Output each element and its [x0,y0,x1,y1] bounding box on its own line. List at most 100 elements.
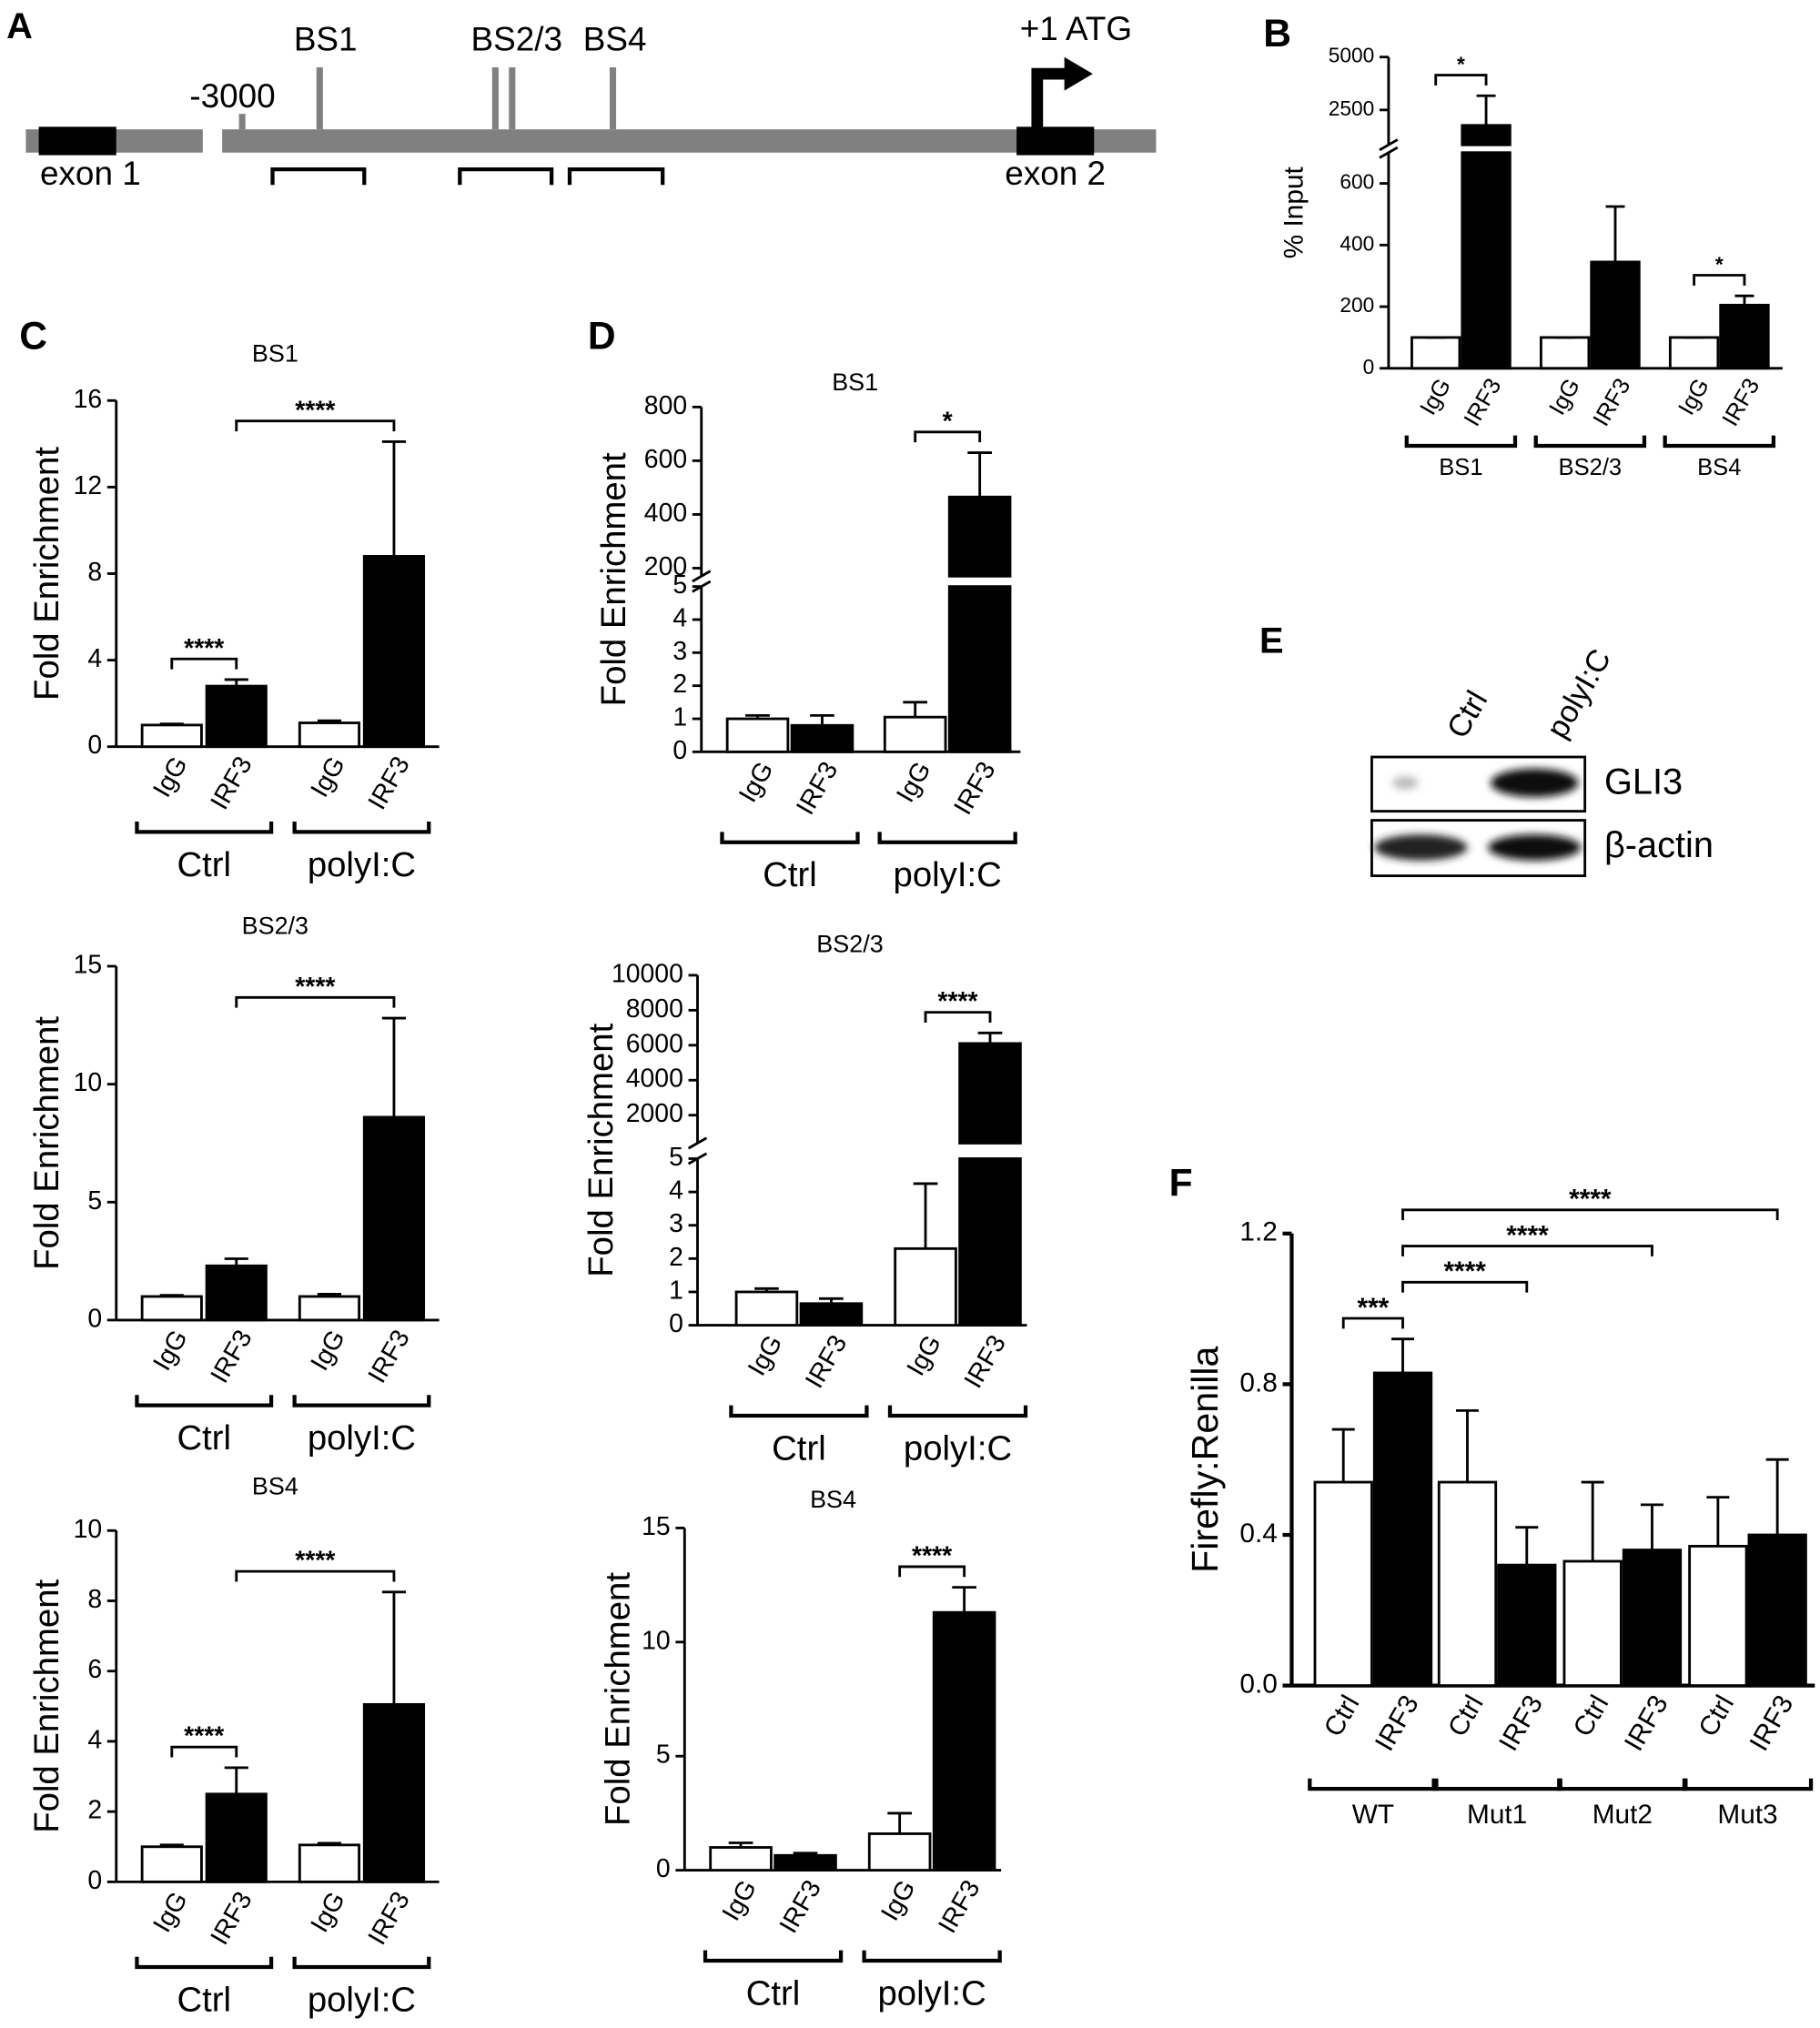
error-bar [1734,294,1754,306]
y-axis-title: Fold Enrichment [27,1579,66,1833]
y-tick-label: 2 [672,670,687,699]
bar [1622,1549,1683,1688]
y-tick-label: 200 [644,552,687,581]
error-bar [1765,1458,1789,1536]
error-bar [1706,1496,1730,1547]
x-tick-label: IRF3 [958,1330,1011,1393]
x-tick-label: IRF3 [1370,1690,1425,1756]
bar [774,1853,837,1872]
y-tick-label: 200 [1340,293,1374,317]
bar [790,723,854,753]
group-label: BS1 [1439,455,1482,480]
bar [1562,1559,1623,1688]
start-label: +1 ATG [1020,10,1132,47]
bar [298,1295,361,1322]
x-tick-label: Ctrl [1568,1690,1615,1742]
exon-block [1016,126,1095,156]
group-bracket [703,1950,844,1963]
panel-e: E Ctrl polyI:C GLI3 β-actin [1259,621,1714,878]
group-bracket [1682,1778,1814,1791]
y-tick-label: 2500 [1329,96,1375,120]
error-bar [810,713,834,726]
y-tick-label: 16 [74,385,103,414]
x-tick-label: IgG [891,757,937,808]
bar [883,715,947,753]
significance-bracket [924,1011,992,1023]
significance-label: * [1715,253,1724,277]
y-tick-label: 5 [656,1740,671,1770]
y-tick-label: 2 [87,1796,102,1825]
panel-letter: D [588,314,616,358]
error-bar [1456,1408,1479,1483]
bar [894,1246,957,1327]
bar [1372,1371,1433,1688]
y-tick-label: 6 [87,1655,102,1684]
x-tick-label: IgG [875,1875,922,1926]
y-tick-label: 15 [74,950,103,979]
axis-break-mark [1379,138,1399,159]
tss-arrowhead [1064,56,1093,91]
bar [205,1264,268,1322]
panel-letter: F [1169,1162,1193,1206]
y-tick-label: 600 [644,445,687,474]
group-bracket [729,1405,869,1418]
significance-bracket [1693,274,1746,286]
error-bar [1515,1526,1539,1566]
significance-label: **** [295,1547,336,1576]
row-label: GLI3 [1604,762,1683,802]
group-bracket [720,832,860,844]
site-label: BS4 [583,20,647,57]
y-tick-label: 5000 [1329,44,1375,67]
y-tick-label: 4 [87,1725,102,1754]
group-label: Ctrl [177,1981,231,2020]
tss-arrow [1031,67,1067,130]
y-axis-title: Fold Enrichment [598,1572,637,1826]
group-label: BS4 [1697,455,1741,480]
bar [205,684,268,749]
site-label: BS1 [294,20,358,57]
x-tick-label: IgG [147,1325,194,1376]
bar [298,1843,361,1883]
error-bar [754,1286,779,1292]
blot-band [1491,768,1579,798]
group-label: WT [1352,1800,1394,1830]
position-label: -3000 [189,77,275,115]
group-bracket [135,1956,274,1970]
y-tick-label: 8 [87,558,102,587]
blot-band [1488,834,1582,861]
y-tick-label: 6000 [626,1029,683,1058]
significance-bracket [1434,74,1488,86]
x-tick-label: IRF3 [1744,1690,1800,1756]
group-label: polyI:C [904,1428,1012,1468]
group-label: BS2/3 [1559,455,1623,480]
y-tick-label: 0.4 [1239,1518,1277,1549]
error-bar [1331,1428,1355,1483]
x-tick-label: Ctrl [1442,1690,1490,1742]
significance-label: * [943,407,954,436]
significance-bracket [235,419,396,432]
error-bar [887,1811,912,1834]
significance-bracket [1341,1317,1404,1329]
panel-letter: A [6,6,33,46]
bar [1437,1480,1498,1688]
x-tick-label: IRF3 [774,1875,826,1938]
error-bar [159,1843,184,1847]
bar [947,495,1012,753]
x-tick-label: Ctrl [1693,1690,1740,1742]
y-tick-label: 12 [74,471,103,500]
chart-title: BS1 [832,368,878,396]
error-bar [224,1766,248,1794]
group-bracket [1557,1778,1688,1791]
x-tick-label: IRF3 [1493,1690,1549,1756]
bar [1719,303,1770,370]
y-tick-label: 3 [669,1209,683,1238]
y-tick-label: 1 [672,703,687,732]
bar [709,1846,773,1872]
